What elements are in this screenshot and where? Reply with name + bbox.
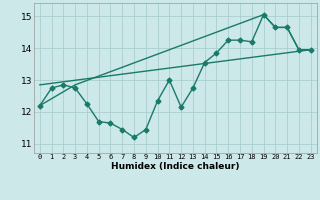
X-axis label: Humidex (Indice chaleur): Humidex (Indice chaleur) (111, 162, 239, 171)
